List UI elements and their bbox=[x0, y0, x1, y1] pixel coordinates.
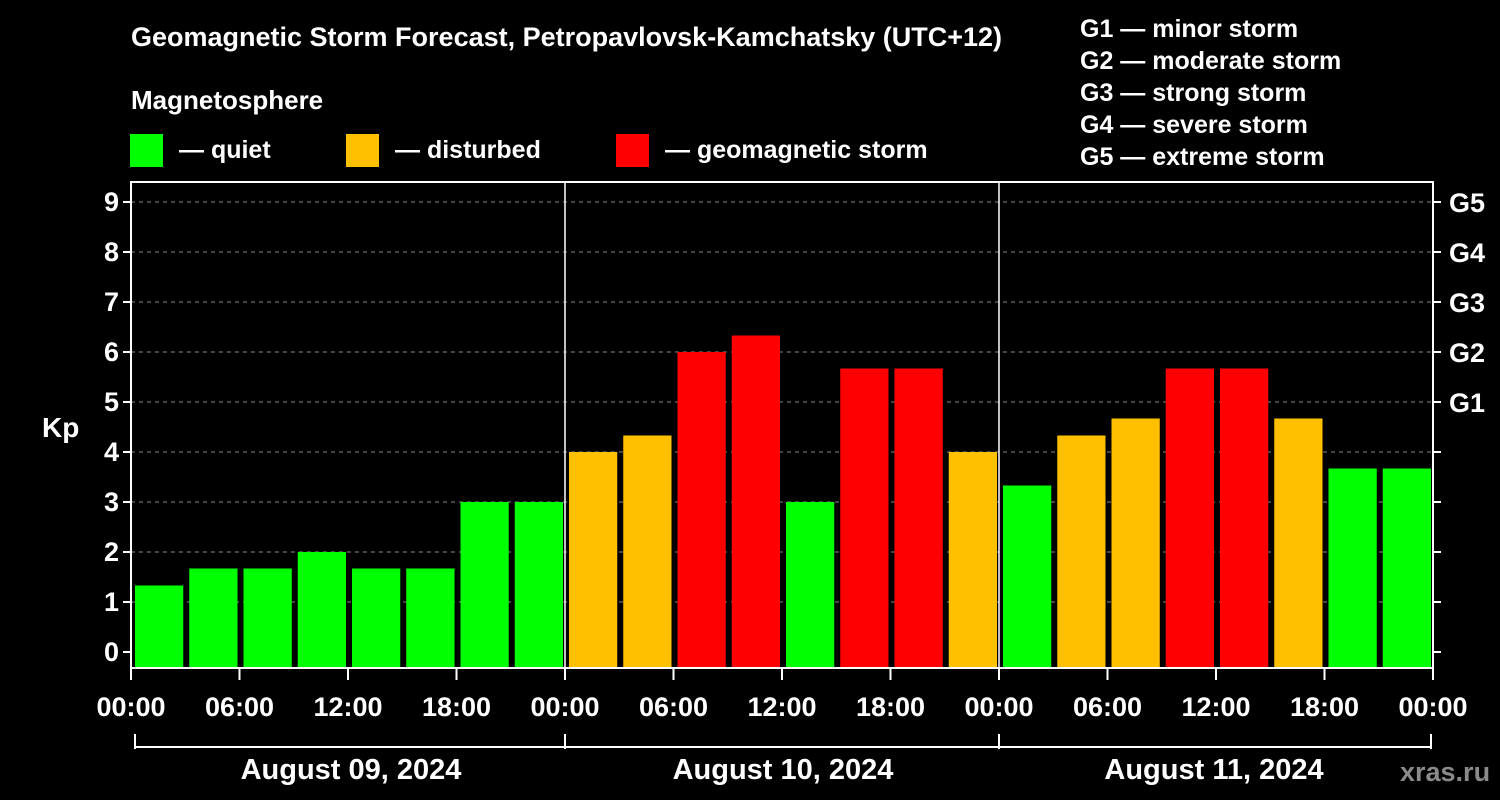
kp-bar bbox=[352, 568, 401, 668]
x-tick-label: 06:00 bbox=[1073, 692, 1142, 722]
storm-level-tick-label: G4 bbox=[1449, 238, 1485, 268]
y-tick-label: 9 bbox=[104, 187, 119, 217]
kp-bar bbox=[1382, 468, 1431, 668]
kp-bar bbox=[1274, 418, 1323, 668]
storm-level-g4: G4 — severe storm bbox=[1080, 111, 1308, 139]
storm-level-g5: G5 — extreme storm bbox=[1080, 143, 1325, 171]
kp-bar bbox=[1328, 468, 1377, 668]
storm-level-g2: G2 — moderate storm bbox=[1080, 47, 1342, 75]
kp-bar bbox=[460, 502, 509, 668]
legend-swatch-quiet bbox=[130, 133, 163, 167]
x-tick-label: 18:00 bbox=[856, 692, 925, 722]
storm-level-tick-label: G5 bbox=[1449, 188, 1485, 218]
kp-bar bbox=[786, 502, 835, 668]
x-tick-label: 00:00 bbox=[96, 692, 165, 722]
storm-level-tick-label: G2 bbox=[1449, 338, 1485, 368]
watermark: xras.ru bbox=[1400, 757, 1491, 787]
y-tick-label: 4 bbox=[104, 437, 119, 467]
kp-bar bbox=[1165, 368, 1214, 668]
legend-swatch-storm bbox=[616, 133, 649, 167]
kp-bar bbox=[297, 552, 346, 668]
kp-bar bbox=[569, 452, 618, 668]
kp-bar bbox=[623, 435, 672, 668]
x-tick-label: 12:00 bbox=[313, 692, 382, 722]
y-tick-label: 1 bbox=[104, 587, 119, 617]
date-label-2: August 10, 2024 bbox=[672, 754, 894, 786]
legend-label-quiet: — quiet bbox=[179, 135, 271, 164]
storm-level-g3: G3 — strong storm bbox=[1080, 79, 1307, 107]
date-label-1: August 09, 2024 bbox=[240, 754, 462, 786]
kp-bar bbox=[1003, 485, 1052, 668]
y-tick-label: 6 bbox=[104, 337, 119, 367]
kp-bar bbox=[948, 452, 997, 668]
x-tick-label: 18:00 bbox=[422, 692, 491, 722]
legend-label-storm: — geomagnetic storm bbox=[665, 135, 928, 164]
x-tick-label: 00:00 bbox=[1398, 692, 1467, 722]
legend-item-disturbed: — disturbed bbox=[346, 133, 541, 167]
kp-bar bbox=[840, 368, 889, 668]
storm-level-g1: G1 — minor storm bbox=[1080, 15, 1299, 43]
kp-bar bbox=[406, 568, 455, 668]
x-tick-label: 18:00 bbox=[1290, 692, 1359, 722]
legend-swatch-disturbed bbox=[346, 133, 379, 167]
y-tick-label: 7 bbox=[104, 287, 119, 317]
x-tick-label: 00:00 bbox=[964, 692, 1033, 722]
storm-level-tick-label: G3 bbox=[1449, 288, 1485, 318]
kp-bar bbox=[189, 568, 238, 668]
kp-bar bbox=[514, 502, 563, 668]
kp-bar bbox=[894, 368, 943, 668]
kp-bar bbox=[1111, 418, 1160, 668]
legend-label-disturbed: — disturbed bbox=[395, 135, 541, 164]
kp-bar bbox=[243, 568, 292, 668]
chart-title: Geomagnetic Storm Forecast, Petropavlovs… bbox=[131, 22, 1003, 52]
x-tick-label: 00:00 bbox=[530, 692, 599, 722]
x-tick-label: 06:00 bbox=[639, 692, 708, 722]
kp-bar bbox=[1057, 435, 1106, 668]
kp-bar bbox=[135, 585, 184, 668]
x-tick-label: 12:00 bbox=[1181, 692, 1250, 722]
storm-level-tick-label: G1 bbox=[1449, 388, 1485, 418]
y-tick-label: 2 bbox=[104, 537, 119, 567]
y-tick-label: 3 bbox=[104, 487, 119, 517]
date-label-3: August 11, 2024 bbox=[1104, 754, 1324, 786]
legend-title: Magnetosphere bbox=[131, 85, 324, 115]
legend-item-storm: — geomagnetic storm bbox=[616, 133, 928, 167]
x-tick-label: 06:00 bbox=[205, 692, 274, 722]
storm-level-legend: G1 — minor storm G2 — moderate storm G3 … bbox=[1080, 13, 1341, 173]
kp-bar bbox=[677, 352, 726, 668]
y-tick-label: 8 bbox=[104, 237, 119, 267]
x-tick-label: 12:00 bbox=[747, 692, 816, 722]
y-tick-label: 0 bbox=[104, 637, 119, 667]
kp-bar bbox=[1220, 368, 1269, 668]
kp-bar bbox=[731, 335, 780, 668]
legend-item-quiet: — quiet bbox=[130, 133, 271, 167]
y-axis-label: Kp bbox=[42, 412, 80, 443]
y-tick-label: 5 bbox=[104, 387, 119, 417]
